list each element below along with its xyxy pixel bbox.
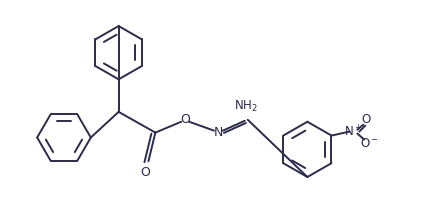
Text: O: O <box>362 113 371 126</box>
Text: NH$_2$: NH$_2$ <box>234 99 258 115</box>
Text: O: O <box>180 113 190 126</box>
Text: N: N <box>213 126 223 139</box>
Text: N$^+$: N$^+$ <box>344 124 363 139</box>
Text: O$^-$: O$^-$ <box>360 137 379 150</box>
Text: O: O <box>140 166 150 179</box>
